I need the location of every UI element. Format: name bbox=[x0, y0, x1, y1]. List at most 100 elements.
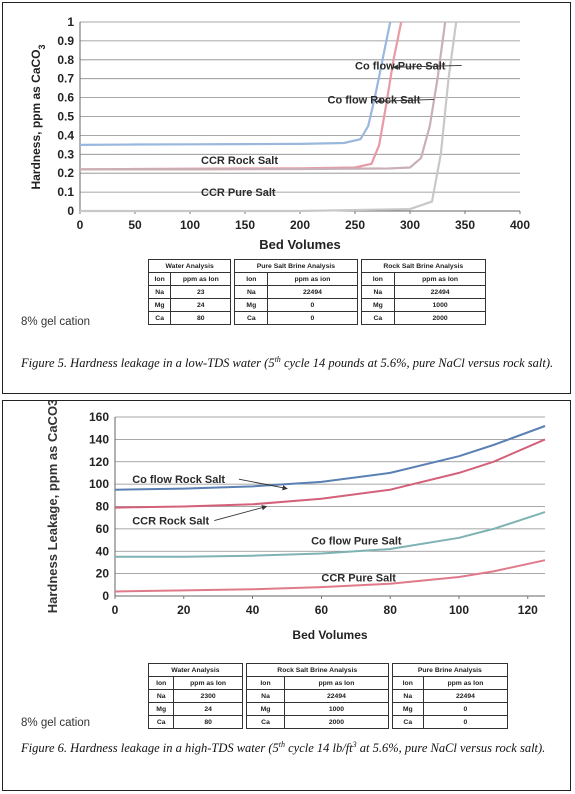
caption-sup: 3 bbox=[352, 740, 357, 749]
table-cell: Ca bbox=[147, 715, 175, 729]
y-axis-title-subscript: 3 bbox=[37, 44, 47, 49]
label-arrow bbox=[392, 64, 462, 70]
table-cell: 2000 bbox=[284, 715, 389, 729]
y-tick-label: 80 bbox=[96, 500, 110, 514]
table-header: ppm as Ion bbox=[284, 676, 389, 690]
x-tick-label: 120 bbox=[518, 603, 538, 617]
table-header: ppm as Ion bbox=[170, 272, 232, 286]
table-header: Ion bbox=[147, 676, 175, 690]
series-line bbox=[114, 438, 546, 509]
figure-6-panel: 0 20 40 60 80 100 120 140 160 0 20 40 60 80 100 120 Co f… bbox=[2, 400, 571, 791]
x-tick-label: 150 bbox=[235, 218, 255, 232]
table-cell: 0 bbox=[267, 298, 358, 312]
series-label: CCR Rock Salt bbox=[201, 155, 278, 167]
table-cell: 80 bbox=[170, 311, 232, 325]
table-cell: 0 bbox=[422, 702, 509, 716]
y-tick-label: 0.9 bbox=[57, 34, 74, 48]
caption-sup: th bbox=[278, 740, 285, 749]
water-analysis-title: Water Analysis bbox=[147, 259, 232, 273]
x-tick-label: 80 bbox=[384, 603, 398, 617]
analysis-table: Water Analysis Pure Salt Brine Analysis … bbox=[147, 259, 486, 325]
x-tick-label: 350 bbox=[455, 218, 475, 232]
y-tick-label: 120 bbox=[89, 455, 109, 469]
figure-5-panel: 0 0.1 0.2 0.3 0.4 0.5 0.6 0.7 0.8 0.9 1 0 50 100 150 20… bbox=[2, 2, 571, 394]
table-cell: 0 bbox=[422, 715, 509, 729]
x-tick-label: 200 bbox=[290, 218, 310, 232]
y-axis-title: Hardness, ppm as CaCO3 bbox=[29, 44, 47, 189]
brine2-title: Pure Brine Analysis bbox=[391, 663, 509, 677]
table-cell: Mg bbox=[245, 702, 286, 716]
y-tick-label: 40 bbox=[96, 544, 110, 558]
figure-5-caption: Figure 5. Hardness leakage in a low-TDS … bbox=[21, 355, 556, 372]
table-cell: 22494 bbox=[422, 689, 509, 703]
figure-6-caption: Figure 6. Hardness leakage in a high-TDS… bbox=[21, 740, 556, 757]
x-axis-title: Bed Volumes bbox=[292, 628, 367, 642]
table-header: ppm as Ion bbox=[422, 676, 509, 690]
y-tick-label: 0.6 bbox=[57, 91, 74, 105]
figure-6-chart: 0 20 40 60 80 100 120 140 160 0 20 40 60 80 100 120 Co f… bbox=[45, 401, 546, 642]
table-header: ppm as Ion bbox=[394, 272, 486, 286]
series-line bbox=[115, 511, 546, 558]
table-cell: Na bbox=[245, 689, 286, 703]
x-tick-label: 0 bbox=[77, 218, 84, 232]
gel-label: 8% gel cation bbox=[21, 316, 91, 328]
y-tick-label: 0.8 bbox=[57, 53, 74, 67]
y-tick-label: 160 bbox=[89, 410, 109, 424]
y-tick-label: 100 bbox=[89, 477, 109, 491]
series-label: Co flow Pure Salt bbox=[355, 60, 446, 72]
series-label: CCR Rock Salt bbox=[132, 515, 209, 527]
table-cell: Mg bbox=[391, 702, 424, 716]
table-cell: Ca bbox=[360, 311, 396, 325]
table-header: Ion bbox=[245, 676, 286, 690]
caption-text: Figure 5. Hardness leakage in a low-TDS … bbox=[21, 356, 275, 371]
table-cell: Ca bbox=[391, 715, 424, 729]
figure-5-chart: 0 0.1 0.2 0.3 0.4 0.5 0.6 0.7 0.8 0.9 1 0 50 100 150 20… bbox=[29, 15, 530, 252]
table-cell: 23 bbox=[170, 285, 232, 299]
x-tick-label: 50 bbox=[128, 218, 142, 232]
series-line bbox=[80, 21, 458, 213]
table-header: ppm as ion bbox=[267, 272, 358, 286]
table-cell: Ca bbox=[234, 311, 269, 325]
caption-text: at 5.6%, pure NaCl versus rock salt). bbox=[356, 741, 546, 756]
series-line bbox=[79, 21, 392, 146]
water-analysis-title: Water Analysis bbox=[148, 663, 243, 677]
y-tick-label: 0 bbox=[67, 204, 74, 218]
table-header: Ion bbox=[360, 272, 396, 286]
y-axis-title: Hardness Leakage, ppm as CaCO3 bbox=[45, 401, 60, 613]
table-cell: Na bbox=[234, 285, 269, 299]
table-cell: 22494 bbox=[394, 285, 486, 299]
table-cell: Ca bbox=[245, 715, 286, 729]
table-cell: 22494 bbox=[267, 285, 358, 299]
table-cell: 0 bbox=[267, 311, 358, 325]
table-cell: 80 bbox=[173, 715, 243, 729]
gel-label: 8% gel cation bbox=[21, 717, 91, 729]
brine1-title: Rock Salt Brine Analysis bbox=[245, 663, 389, 677]
table-cell: Na bbox=[147, 285, 172, 299]
x-tick-label: 400 bbox=[510, 218, 530, 232]
caption-sup: th bbox=[274, 355, 281, 364]
y-tick-label: 0.5 bbox=[57, 110, 74, 124]
series-label: Co flow Rock Salt bbox=[328, 94, 421, 106]
x-tick-label: 0 bbox=[112, 603, 119, 617]
caption-text: Figure 6. Hardness leakage in a high-TDS… bbox=[21, 741, 279, 756]
y-tick-label: 0 bbox=[102, 589, 109, 603]
table-cell: Mg bbox=[147, 702, 175, 716]
table-cell: Na bbox=[360, 285, 396, 299]
table-cell: 1000 bbox=[394, 298, 486, 312]
table-cell: Mg bbox=[147, 298, 172, 312]
x-tick-label: 20 bbox=[177, 603, 191, 617]
series-line bbox=[114, 559, 546, 593]
series-line bbox=[114, 425, 546, 491]
label-arrow bbox=[214, 505, 268, 521]
series-label: CCR Pure Salt bbox=[201, 187, 276, 199]
x-tick-label: 100 bbox=[180, 218, 200, 232]
brine2-title: Rock Salt Brine Analysis bbox=[360, 259, 486, 273]
series-label: Co flow Pure Salt bbox=[311, 536, 402, 548]
y-tick-label: 140 bbox=[89, 432, 109, 446]
y-tick-label: 60 bbox=[96, 522, 110, 536]
table-header: Ion bbox=[234, 272, 269, 286]
table-cell: 2000 bbox=[394, 311, 486, 325]
table-header: Ion bbox=[147, 272, 172, 286]
table-cell: 24 bbox=[170, 298, 232, 312]
series-label: CCR Pure Salt bbox=[321, 572, 396, 584]
